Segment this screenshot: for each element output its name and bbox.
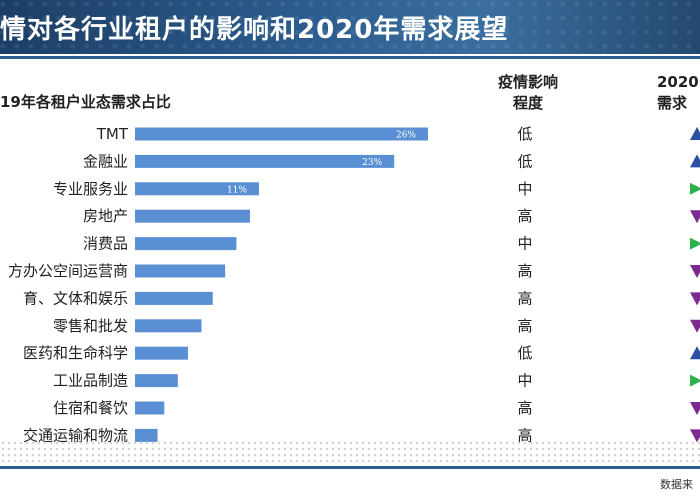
bar xyxy=(135,182,259,196)
bar xyxy=(135,291,213,305)
up-arrow-icon xyxy=(690,154,700,168)
category-label: 住宿和餐饮 xyxy=(53,399,128,417)
bar xyxy=(135,154,395,168)
category-label: TMT xyxy=(96,125,129,143)
category-label: 工业品制造 xyxy=(53,372,128,390)
impact-label: 高 xyxy=(517,289,532,307)
impact-label: 高 xyxy=(517,262,532,280)
source-note: 数据来 xyxy=(660,478,693,491)
impact-title-line2: 程度 xyxy=(512,94,543,112)
banner-title: 情对各行业租户的影响和2020年需求展望 xyxy=(0,15,509,45)
bar xyxy=(135,346,188,360)
down-arrow-icon xyxy=(690,210,700,224)
category-label: 零售和批发 xyxy=(53,317,128,335)
category-label: 专业服务业 xyxy=(53,180,128,198)
impact-label: 中 xyxy=(517,235,532,253)
outlook-title-line2: 需求 xyxy=(657,94,688,112)
share-column-title: 19年各租户业态需求占比 xyxy=(0,93,171,111)
bar xyxy=(135,209,250,223)
category-label: 消费品 xyxy=(83,235,128,253)
impact-label: 低 xyxy=(517,125,532,143)
category-label: 交通运输和物流 xyxy=(23,426,128,444)
category-label: 金融业 xyxy=(83,152,128,170)
bar xyxy=(135,264,226,278)
impact-column-title: 疫情影响 程度 xyxy=(478,72,578,114)
category-label: 育、文体和娱乐 xyxy=(23,289,128,307)
impact-label: 高 xyxy=(517,399,532,417)
impact-label: 高 xyxy=(517,317,532,335)
bar xyxy=(135,237,237,251)
up-arrow-icon xyxy=(690,127,700,140)
bar-value-label: 26% xyxy=(396,131,416,141)
down-arrow-icon xyxy=(690,429,700,443)
flat-arrow-icon xyxy=(690,237,700,250)
impact-label: 低 xyxy=(517,344,532,362)
impact-label: 高 xyxy=(517,207,532,225)
category-label: 方办公空间运营商 xyxy=(8,262,128,280)
bar xyxy=(135,127,428,141)
banner: 情对各行业租户的影响和2020年需求展望 xyxy=(0,0,700,54)
impact-label: 中 xyxy=(517,372,532,390)
outlook-title-line1: 2020 xyxy=(657,73,699,91)
impact-label: 中 xyxy=(517,180,532,198)
down-arrow-icon xyxy=(690,292,700,306)
dot-pattern xyxy=(0,440,700,462)
outlook-column-title: 2020 需求 xyxy=(657,72,699,114)
bottom-rule xyxy=(0,466,700,469)
bar xyxy=(135,319,202,333)
down-arrow-icon xyxy=(690,402,700,415)
flat-arrow-icon xyxy=(690,182,700,195)
bar xyxy=(135,401,165,415)
flat-arrow-icon xyxy=(690,374,700,387)
bar-value-label: 23% xyxy=(362,158,382,168)
bar-value-label: 11% xyxy=(227,185,247,195)
bar xyxy=(135,374,178,388)
down-arrow-icon xyxy=(690,265,700,278)
bar xyxy=(135,428,158,442)
impact-label: 低 xyxy=(517,152,532,170)
category-label: 医药和生命科学 xyxy=(23,344,128,362)
top-rule xyxy=(0,56,700,59)
category-label: 房地产 xyxy=(83,207,128,225)
impact-label: 高 xyxy=(517,426,532,444)
down-arrow-icon xyxy=(690,319,700,333)
impact-title-line1: 疫情影响 xyxy=(497,73,558,91)
up-arrow-icon xyxy=(690,346,700,360)
